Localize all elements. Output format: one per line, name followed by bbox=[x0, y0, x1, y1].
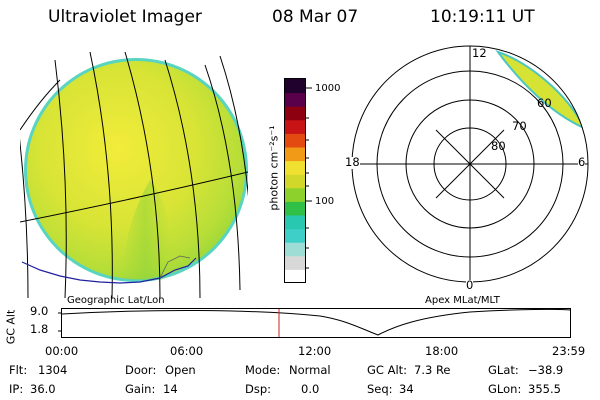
mode-value: Normal bbox=[289, 363, 331, 377]
colorbar-tick-100: 100 bbox=[315, 196, 335, 207]
mlat-label-60: 60 bbox=[537, 96, 552, 110]
polar-grid bbox=[351, 45, 589, 283]
mlt-label-0: 0 bbox=[466, 278, 474, 292]
time-tick-0600: 06:00 bbox=[170, 344, 204, 358]
flight-value: 1304 bbox=[38, 363, 68, 377]
mlt-label-6: 6 bbox=[578, 155, 586, 169]
longitude-grid bbox=[20, 51, 248, 298]
altitude-timeline-plot bbox=[58, 308, 571, 338]
glon-value: 355.5 bbox=[528, 382, 561, 396]
colorbar-cell bbox=[285, 187, 306, 202]
dsp-label: Dsp: bbox=[245, 382, 272, 396]
colorbar-cell bbox=[285, 147, 306, 162]
mlt-label-18: 18 bbox=[345, 155, 360, 169]
colorbar-cell bbox=[285, 119, 306, 134]
dsp-value: 0.0 bbox=[301, 382, 320, 396]
colorbar-cell bbox=[285, 174, 306, 189]
door-value: Open bbox=[165, 363, 196, 377]
colorbar-tick-1000: 1000 bbox=[315, 83, 341, 94]
colorbar-cell bbox=[285, 242, 306, 257]
colorbar-unit-label: photon cm⁻²s⁻¹ bbox=[267, 125, 281, 211]
door-label: Door: bbox=[125, 363, 157, 377]
gc-alt-value: 7.3 Re bbox=[414, 363, 451, 377]
time-tick-0000: 00:00 bbox=[45, 344, 79, 358]
colorbar-ticks bbox=[306, 87, 312, 269]
earth-disk-image bbox=[20, 51, 248, 298]
coast-detail bbox=[159, 255, 191, 279]
colorbar-cell bbox=[285, 255, 306, 270]
gain-value: 14 bbox=[163, 382, 178, 396]
colorbar-cell bbox=[285, 269, 306, 284]
altitude-tick-1-8: 1.8 bbox=[30, 322, 49, 336]
time-tick-1800: 18:00 bbox=[425, 344, 459, 358]
apex-projection-label: Apex MLat/MLT bbox=[425, 295, 500, 306]
gain-label: Gain: bbox=[125, 382, 156, 396]
seq-label: Seq: bbox=[367, 382, 393, 396]
instrument-title: Ultraviolet Imager bbox=[48, 7, 202, 27]
auroral-oval-segment bbox=[495, 50, 587, 131]
emission-band bbox=[120, 180, 170, 280]
altitude-axis-label: GC Alt bbox=[4, 309, 18, 345]
colorbar-cell bbox=[285, 106, 306, 121]
altitude-tick-9: 9.0 bbox=[30, 304, 49, 318]
polar-mlt-plot bbox=[351, 45, 589, 283]
colorbar-cell bbox=[285, 215, 306, 230]
observation-time: 10:19:11 UT bbox=[430, 7, 535, 27]
colorbar-cell bbox=[285, 160, 306, 175]
latitude-grid bbox=[20, 79, 248, 223]
flight-label: Flt: bbox=[9, 363, 28, 377]
colorbar-cell bbox=[285, 92, 306, 107]
colorbar-cell bbox=[285, 228, 306, 243]
emission-disk bbox=[27, 61, 245, 279]
colorbar-cell bbox=[285, 79, 306, 94]
colorbar bbox=[284, 78, 306, 284]
ip-label: IP: bbox=[9, 382, 24, 396]
mode-label: Mode: bbox=[245, 363, 281, 377]
colorbar-cell bbox=[285, 201, 306, 216]
glat-label: GLat: bbox=[488, 363, 519, 377]
altitude-ticks bbox=[58, 312, 62, 332]
gc-alt-label: GC Alt: bbox=[367, 363, 408, 377]
glat-value: −38.9 bbox=[528, 363, 564, 377]
seq-value: 34 bbox=[399, 382, 414, 396]
observation-date: 08 Mar 07 bbox=[272, 7, 359, 27]
glon-label: GLon: bbox=[488, 382, 522, 396]
ip-value: 36.0 bbox=[30, 382, 56, 396]
time-tick-2359: 23:59 bbox=[552, 344, 586, 358]
mlat-label-70: 70 bbox=[512, 119, 527, 133]
mlat-label-80: 80 bbox=[491, 139, 506, 153]
colorbar-cell bbox=[285, 133, 306, 148]
coastline bbox=[21, 257, 197, 284]
altitude-curve bbox=[61, 308, 571, 336]
time-tick-1200: 12:00 bbox=[298, 344, 332, 358]
geographic-projection-label: Geographic Lat/Lon bbox=[67, 295, 165, 306]
mlt-label-12: 12 bbox=[472, 46, 487, 60]
